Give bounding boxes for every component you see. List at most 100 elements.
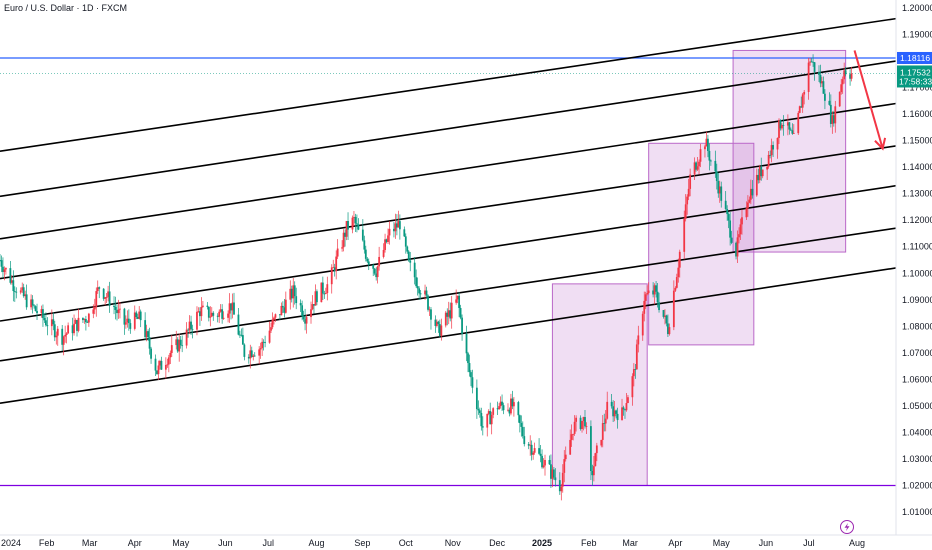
- candle-body: [741, 217, 743, 225]
- candle-body: [164, 364, 167, 370]
- candle-body: [139, 311, 142, 321]
- channel-line-2[interactable]: [0, 60, 896, 198]
- candle-body: [353, 216, 355, 218]
- candle-body: [280, 305, 283, 316]
- candle-body: [612, 406, 615, 417]
- candle-body: [551, 469, 554, 479]
- candle-body: [413, 262, 416, 278]
- candle-body: [160, 360, 163, 370]
- candle-body: [335, 256, 338, 272]
- candle-body: [695, 162, 697, 170]
- candle-body: [409, 260, 412, 263]
- candle-body: [523, 436, 526, 445]
- candle-body: [384, 239, 386, 250]
- candle-body: [560, 486, 563, 492]
- candle-body: [779, 119, 782, 129]
- candle-body: [15, 291, 18, 293]
- candle-body: [739, 224, 742, 235]
- candle-body: [342, 232, 345, 248]
- candle-body: [656, 291, 659, 303]
- candle-body: [570, 434, 573, 440]
- candle-body: [299, 303, 302, 306]
- candle-body: [486, 413, 489, 428]
- candle-body: [579, 417, 582, 429]
- candle-body: [82, 317, 84, 321]
- candle-body: [10, 280, 13, 283]
- candle-body: [533, 448, 536, 453]
- candle-body: [801, 94, 804, 108]
- channel-line-4[interactable]: [0, 145, 896, 280]
- candle-body: [314, 291, 317, 306]
- channel-line-7[interactable]: [0, 267, 896, 405]
- candle-body: [550, 464, 552, 479]
- candle-body: [231, 302, 234, 311]
- candle-body: [84, 319, 87, 323]
- candle-body: [178, 339, 181, 352]
- candle-body: [668, 327, 671, 335]
- candle-body: [677, 267, 680, 278]
- current-price-label: 1.17532: [900, 67, 931, 77]
- candle-body: [821, 81, 823, 84]
- candle-body: [196, 311, 198, 330]
- candle-body: [147, 331, 149, 338]
- candle-body: [510, 398, 512, 414]
- candle-body: [615, 410, 617, 414]
- channel-line-1[interactable]: [0, 17, 896, 153]
- candle-body: [166, 364, 169, 366]
- candle-body: [42, 309, 44, 318]
- candle-body: [653, 285, 656, 295]
- candle-body: [293, 285, 296, 297]
- candle-body: [791, 130, 794, 134]
- candle-body: [572, 433, 575, 435]
- candle-body: [354, 216, 357, 224]
- candle-body: [664, 315, 666, 317]
- candle-body: [13, 291, 16, 292]
- price-tick-label: 1.17000: [902, 83, 932, 93]
- lightning-icon[interactable]: [840, 520, 854, 534]
- candle-body: [769, 154, 772, 156]
- candle-body: [253, 355, 256, 357]
- candles: [0, 54, 853, 501]
- candle-body: [190, 321, 192, 329]
- price-tick-label: 1.04000: [902, 427, 932, 437]
- candle-body: [396, 223, 398, 228]
- candle-body: [632, 369, 635, 377]
- candle-body: [591, 471, 594, 476]
- candle-body: [824, 93, 826, 101]
- price-tick-label: 1.01000: [902, 507, 932, 517]
- candle-body: [119, 308, 121, 310]
- candle-body: [736, 237, 739, 257]
- channel-line-3[interactable]: [0, 102, 896, 240]
- candle-body: [114, 306, 117, 311]
- candle-body: [689, 174, 692, 189]
- candle-body: [271, 319, 274, 328]
- candle-body: [295, 296, 298, 304]
- candle-body: [819, 74, 822, 84]
- candle-body: [684, 204, 687, 219]
- candle-body: [345, 221, 348, 237]
- projection-arrow-shaft[interactable]: [853, 50, 884, 149]
- candle-body: [403, 229, 406, 237]
- candle-body: [693, 162, 696, 175]
- candle-body: [187, 329, 189, 331]
- candle-body: [477, 409, 480, 411]
- candle-body: [148, 337, 151, 349]
- time-axis[interactable]: 2024 Feb Mar Apr May Jun Jul Aug Sep Oct Nov Dec 202…: [1, 538, 865, 548]
- candle-body: [233, 302, 235, 315]
- candle-body: [726, 208, 729, 215]
- time-tick-label: Dec: [489, 538, 506, 548]
- candle-body: [170, 345, 173, 353]
- candle-body: [230, 303, 232, 311]
- candle-body: [52, 319, 55, 325]
- candle-body: [687, 188, 690, 197]
- candle-body: [87, 313, 90, 323]
- candle-body: [532, 452, 535, 455]
- candle-body: [393, 228, 395, 232]
- candle-body: [107, 291, 110, 297]
- candle-body: [363, 240, 366, 250]
- projection-arrow-head[interactable]: [874, 137, 887, 151]
- candle-body: [74, 319, 77, 324]
